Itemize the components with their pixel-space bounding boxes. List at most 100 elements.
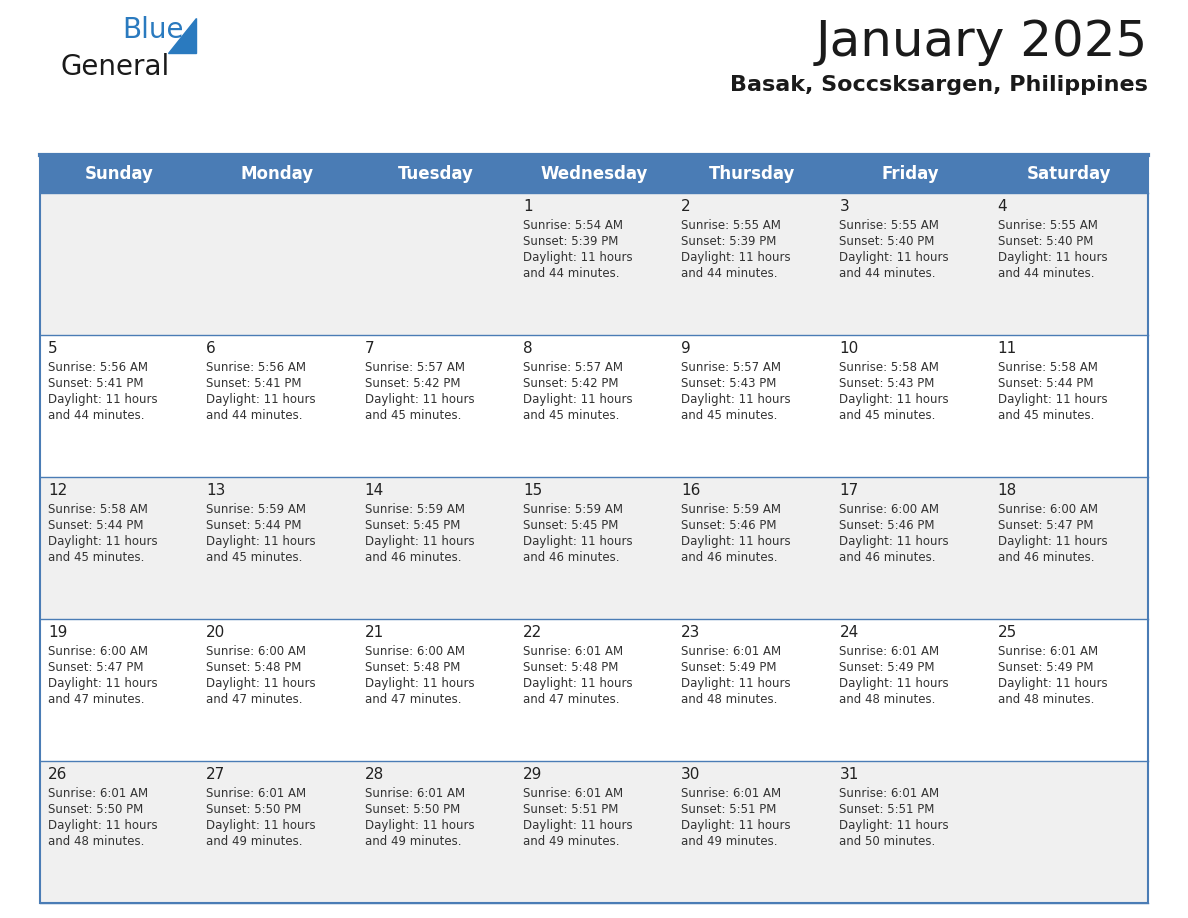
- Text: and 44 minutes.: and 44 minutes.: [998, 267, 1094, 280]
- Text: Sunset: 5:45 PM: Sunset: 5:45 PM: [523, 519, 618, 532]
- Text: Sunrise: 5:54 AM: Sunrise: 5:54 AM: [523, 219, 623, 232]
- Text: 26: 26: [48, 767, 68, 782]
- Text: Sunset: 5:39 PM: Sunset: 5:39 PM: [523, 235, 618, 248]
- Text: Daylight: 11 hours: Daylight: 11 hours: [681, 251, 791, 264]
- Text: Daylight: 11 hours: Daylight: 11 hours: [523, 535, 632, 548]
- Text: and 45 minutes.: and 45 minutes.: [840, 409, 936, 422]
- Text: Friday: Friday: [881, 165, 940, 183]
- Text: Sunrise: 6:01 AM: Sunrise: 6:01 AM: [207, 787, 307, 800]
- Text: 24: 24: [840, 625, 859, 640]
- Bar: [40, 761, 1148, 903]
- Text: Daylight: 11 hours: Daylight: 11 hours: [365, 677, 474, 690]
- Text: Thursday: Thursday: [709, 165, 796, 183]
- Text: Daylight: 11 hours: Daylight: 11 hours: [207, 393, 316, 406]
- Text: Sunset: 5:45 PM: Sunset: 5:45 PM: [365, 519, 460, 532]
- Text: Daylight: 11 hours: Daylight: 11 hours: [840, 819, 949, 832]
- Text: Sunrise: 5:55 AM: Sunrise: 5:55 AM: [681, 219, 781, 232]
- Text: Sunrise: 5:59 AM: Sunrise: 5:59 AM: [365, 503, 465, 516]
- Text: Daylight: 11 hours: Daylight: 11 hours: [523, 677, 632, 690]
- Text: Sunrise: 5:57 AM: Sunrise: 5:57 AM: [523, 361, 623, 374]
- Text: Sunrise: 5:59 AM: Sunrise: 5:59 AM: [523, 503, 623, 516]
- Text: Daylight: 11 hours: Daylight: 11 hours: [523, 251, 632, 264]
- Text: General: General: [61, 53, 169, 81]
- Text: and 48 minutes.: and 48 minutes.: [840, 693, 936, 706]
- Text: and 44 minutes.: and 44 minutes.: [840, 267, 936, 280]
- Text: Sunset: 5:50 PM: Sunset: 5:50 PM: [365, 803, 460, 816]
- Text: Sunrise: 6:00 AM: Sunrise: 6:00 AM: [207, 645, 307, 658]
- Text: Sunset: 5:48 PM: Sunset: 5:48 PM: [365, 661, 460, 674]
- Text: Saturday: Saturday: [1026, 165, 1111, 183]
- Text: Sunset: 5:50 PM: Sunset: 5:50 PM: [48, 803, 144, 816]
- Text: Sunset: 5:51 PM: Sunset: 5:51 PM: [840, 803, 935, 816]
- Text: Daylight: 11 hours: Daylight: 11 hours: [48, 677, 158, 690]
- Text: Sunset: 5:49 PM: Sunset: 5:49 PM: [840, 661, 935, 674]
- Text: 2: 2: [681, 199, 690, 214]
- Text: 30: 30: [681, 767, 701, 782]
- Text: Daylight: 11 hours: Daylight: 11 hours: [840, 251, 949, 264]
- Text: and 49 minutes.: and 49 minutes.: [523, 835, 619, 848]
- Text: 28: 28: [365, 767, 384, 782]
- Text: Sunset: 5:44 PM: Sunset: 5:44 PM: [207, 519, 302, 532]
- Text: Sunrise: 5:58 AM: Sunrise: 5:58 AM: [998, 361, 1098, 374]
- Text: and 44 minutes.: and 44 minutes.: [207, 409, 303, 422]
- Text: Daylight: 11 hours: Daylight: 11 hours: [48, 393, 158, 406]
- Text: 12: 12: [48, 483, 68, 498]
- Text: Daylight: 11 hours: Daylight: 11 hours: [365, 535, 474, 548]
- Text: Daylight: 11 hours: Daylight: 11 hours: [840, 393, 949, 406]
- Text: and 48 minutes.: and 48 minutes.: [998, 693, 1094, 706]
- Text: Tuesday: Tuesday: [398, 165, 474, 183]
- Text: 31: 31: [840, 767, 859, 782]
- Text: 21: 21: [365, 625, 384, 640]
- Text: 9: 9: [681, 341, 691, 356]
- Bar: [40, 619, 1148, 761]
- Text: and 47 minutes.: and 47 minutes.: [207, 693, 303, 706]
- Text: 11: 11: [998, 341, 1017, 356]
- Text: Sunset: 5:51 PM: Sunset: 5:51 PM: [523, 803, 618, 816]
- Text: and 46 minutes.: and 46 minutes.: [681, 551, 778, 564]
- Text: and 49 minutes.: and 49 minutes.: [365, 835, 461, 848]
- Text: Daylight: 11 hours: Daylight: 11 hours: [840, 677, 949, 690]
- Bar: [40, 335, 1148, 477]
- Text: Sunrise: 5:55 AM: Sunrise: 5:55 AM: [840, 219, 940, 232]
- Text: Sunrise: 6:00 AM: Sunrise: 6:00 AM: [840, 503, 940, 516]
- Text: and 48 minutes.: and 48 minutes.: [681, 693, 777, 706]
- Text: 5: 5: [48, 341, 58, 356]
- Text: and 44 minutes.: and 44 minutes.: [681, 267, 778, 280]
- Text: Sunset: 5:42 PM: Sunset: 5:42 PM: [365, 377, 460, 390]
- Text: Daylight: 11 hours: Daylight: 11 hours: [998, 393, 1107, 406]
- Text: 14: 14: [365, 483, 384, 498]
- Bar: [40, 193, 1148, 335]
- Text: and 49 minutes.: and 49 minutes.: [207, 835, 303, 848]
- Text: Sunset: 5:42 PM: Sunset: 5:42 PM: [523, 377, 619, 390]
- Text: 18: 18: [998, 483, 1017, 498]
- Text: 4: 4: [998, 199, 1007, 214]
- Text: Daylight: 11 hours: Daylight: 11 hours: [207, 819, 316, 832]
- Text: 16: 16: [681, 483, 701, 498]
- Text: Sunrise: 6:01 AM: Sunrise: 6:01 AM: [523, 787, 623, 800]
- Text: Sunrise: 5:56 AM: Sunrise: 5:56 AM: [207, 361, 307, 374]
- Text: Sunrise: 5:59 AM: Sunrise: 5:59 AM: [207, 503, 307, 516]
- Text: 6: 6: [207, 341, 216, 356]
- Text: Sunset: 5:46 PM: Sunset: 5:46 PM: [840, 519, 935, 532]
- Text: Daylight: 11 hours: Daylight: 11 hours: [681, 677, 791, 690]
- Text: Wednesday: Wednesday: [541, 165, 647, 183]
- Text: Basak, Soccsksargen, Philippines: Basak, Soccsksargen, Philippines: [731, 75, 1148, 95]
- Text: Sunrise: 5:58 AM: Sunrise: 5:58 AM: [840, 361, 940, 374]
- Text: and 44 minutes.: and 44 minutes.: [48, 409, 145, 422]
- Text: Daylight: 11 hours: Daylight: 11 hours: [207, 535, 316, 548]
- Text: Sunrise: 6:01 AM: Sunrise: 6:01 AM: [681, 787, 782, 800]
- Text: Daylight: 11 hours: Daylight: 11 hours: [998, 535, 1107, 548]
- Polygon shape: [168, 18, 196, 53]
- Text: Daylight: 11 hours: Daylight: 11 hours: [48, 535, 158, 548]
- Text: Sunset: 5:49 PM: Sunset: 5:49 PM: [998, 661, 1093, 674]
- Text: Sunset: 5:43 PM: Sunset: 5:43 PM: [681, 377, 777, 390]
- Text: 29: 29: [523, 767, 542, 782]
- Text: Sunrise: 6:00 AM: Sunrise: 6:00 AM: [365, 645, 465, 658]
- Bar: [40, 155, 1148, 903]
- Text: 25: 25: [998, 625, 1017, 640]
- Text: Daylight: 11 hours: Daylight: 11 hours: [998, 677, 1107, 690]
- Text: Sunset: 5:41 PM: Sunset: 5:41 PM: [207, 377, 302, 390]
- Text: Sunset: 5:50 PM: Sunset: 5:50 PM: [207, 803, 302, 816]
- Text: and 45 minutes.: and 45 minutes.: [48, 551, 145, 564]
- Text: Sunset: 5:49 PM: Sunset: 5:49 PM: [681, 661, 777, 674]
